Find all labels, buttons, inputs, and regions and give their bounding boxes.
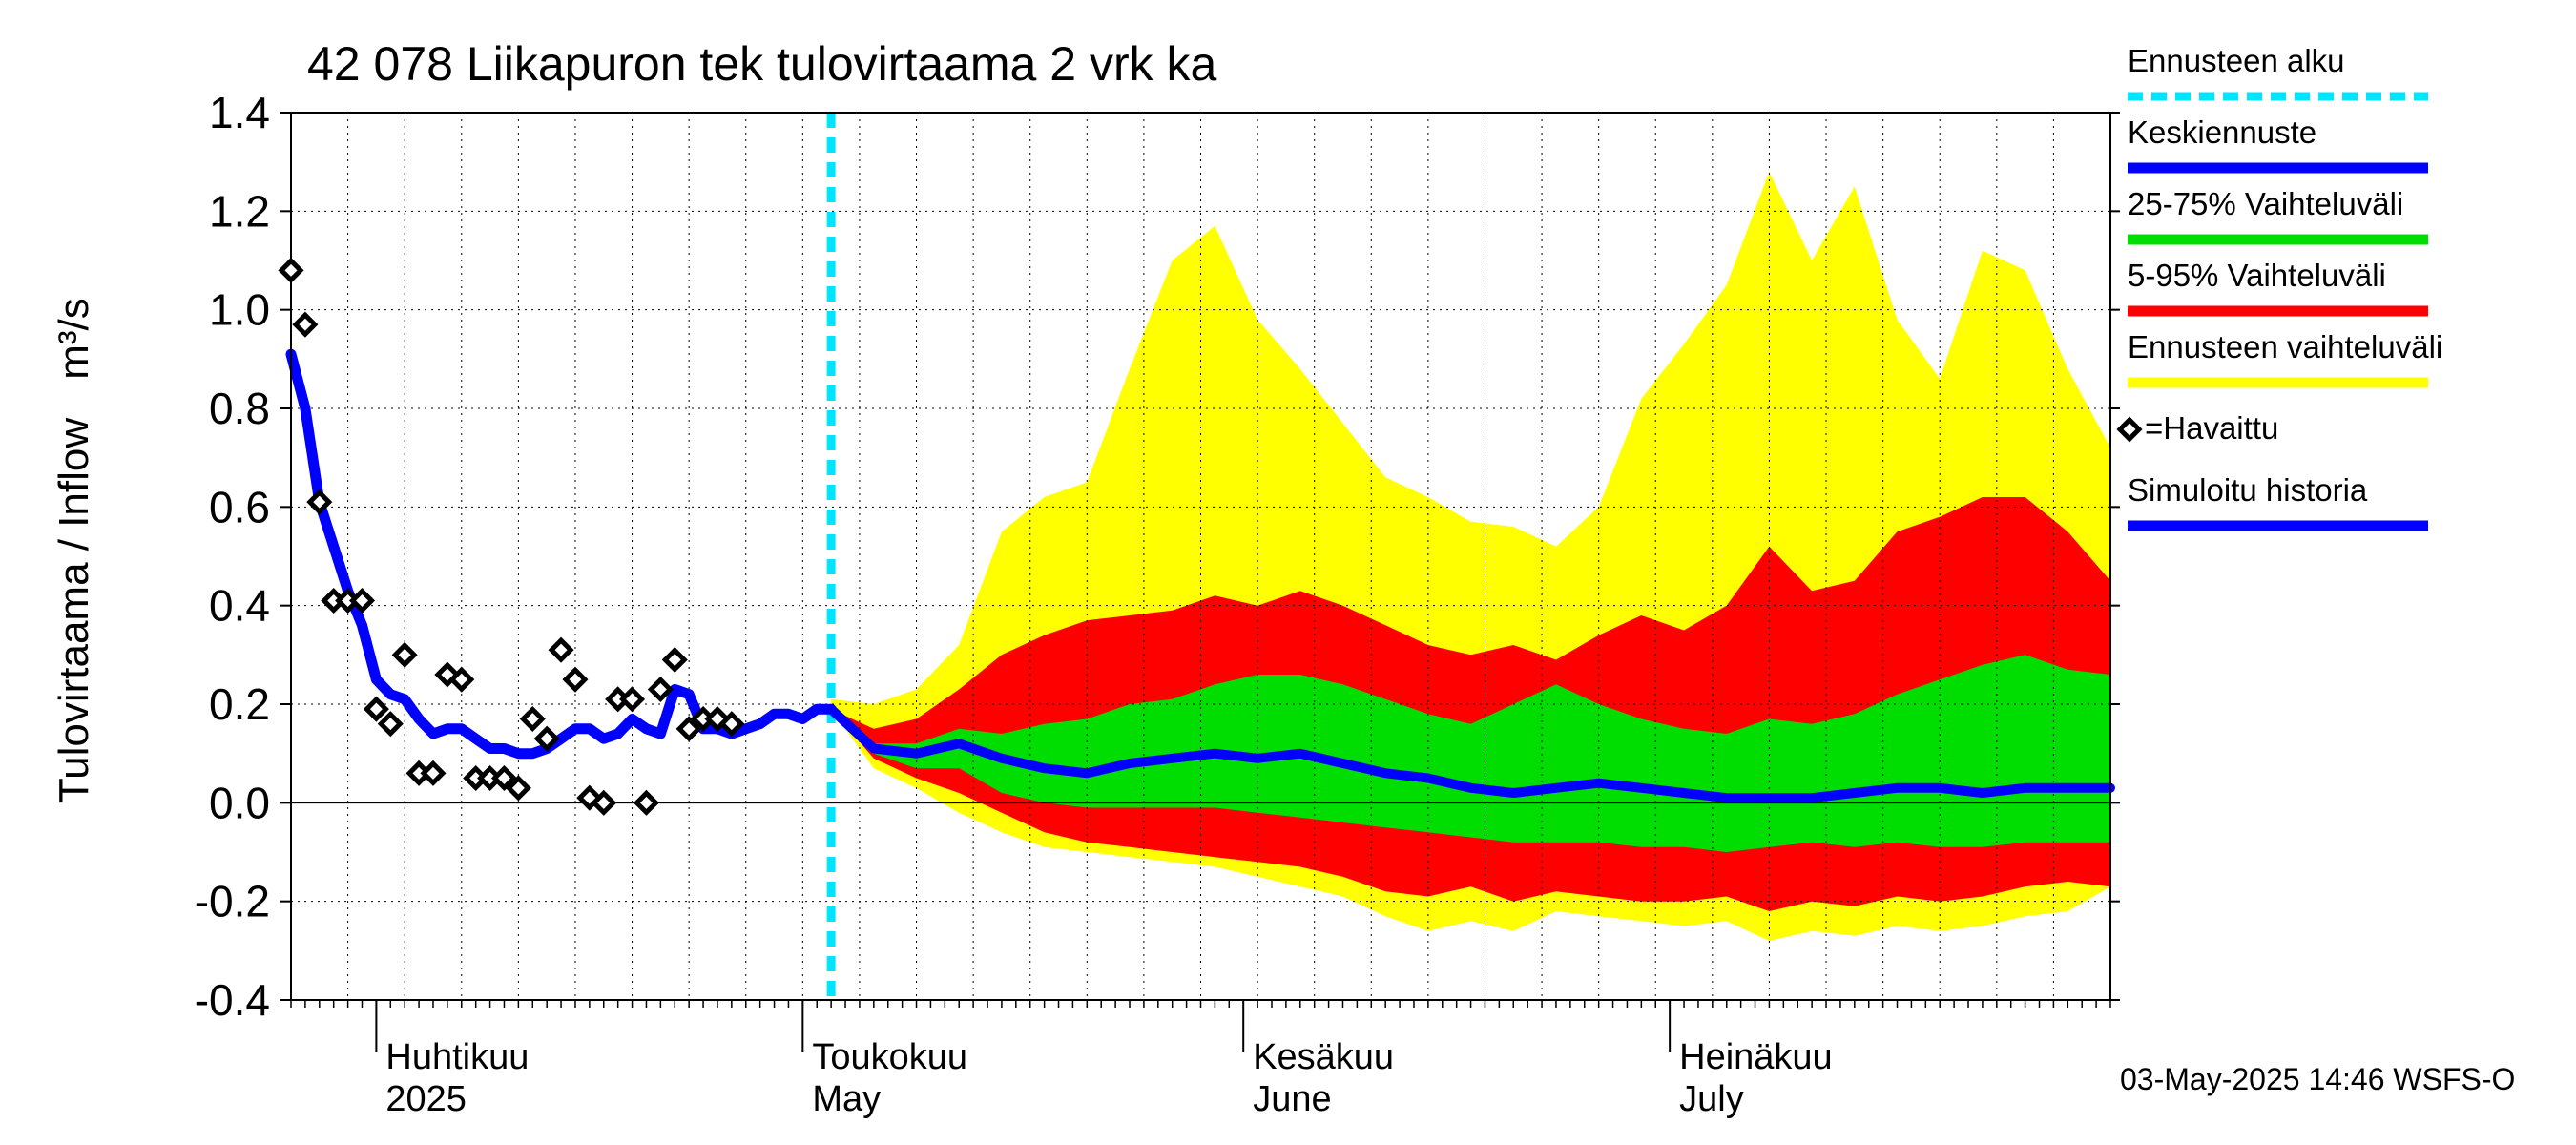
observed-point	[363, 696, 389, 722]
chart-title: 42 078 Liikapuron tek tulovirtaama 2 vrk…	[307, 37, 1216, 91]
observed-point	[519, 705, 546, 733]
y-tick-label: 1.4	[209, 88, 270, 137]
observed-point	[420, 760, 447, 786]
observed-point	[718, 711, 745, 738]
legend-label: Ennusteen vaihteluväli	[2128, 329, 2442, 364]
observed-point	[647, 676, 674, 703]
legend-label: Simuloitu historia	[2128, 472, 2368, 508]
month-label-en: July	[1679, 1079, 1744, 1119]
y-tick-label: -0.2	[195, 877, 270, 926]
y-tick-label: 0.4	[209, 581, 270, 631]
observed-point	[448, 666, 475, 693]
legend-label: Keskiennuste	[2128, 114, 2316, 150]
forecast-bands	[831, 172, 2110, 941]
legend-marker-observed	[2116, 416, 2143, 443]
observed-point	[533, 725, 560, 752]
observed-point	[619, 686, 646, 713]
axis-labels: -0.4 -0.2 0.0 0.2 0.4 0.6 0.8 1.0 1.2 1.4 Huhtikuu…	[51, 88, 1833, 1119]
series-lines	[285, 113, 2115, 1000]
month-label-en: 2025	[385, 1079, 467, 1119]
month-label-fi: Kesäkuu	[1253, 1037, 1394, 1077]
median-forecast-line	[826, 704, 2115, 803]
observed-markers	[278, 257, 745, 816]
y-axis-label: Tulovirtaama / Inflow	[51, 418, 97, 804]
y-tick-label: 0.2	[209, 679, 270, 729]
y-tick-label: 1.0	[209, 285, 270, 335]
month-label-en: May	[812, 1079, 881, 1119]
observed-point	[591, 789, 617, 816]
month-label-fi: Huhtikuu	[385, 1037, 529, 1077]
observed-point	[633, 789, 659, 816]
legend-label: 25-75% Vaihteluväli	[2128, 186, 2403, 221]
timestamp-footer: 03-May-2025 14:46 WSFS-O	[2120, 1062, 2515, 1096]
observed-point	[562, 666, 589, 693]
observed-point	[306, 489, 333, 515]
observed-point	[548, 636, 574, 663]
y-tick-label: 0.0	[209, 778, 270, 827]
legend: Ennusteen alku Keskiennuste 25-75% Vaihtel…	[2116, 43, 2442, 531]
y-tick-label: -0.4	[195, 975, 270, 1025]
observed-point	[661, 646, 688, 674]
y-axis-unit: m³/s	[51, 298, 97, 380]
y-tick-label: 0.8	[209, 384, 270, 433]
legend-label: Ennusteen alku	[2128, 43, 2345, 78]
observed-point	[377, 711, 404, 738]
observed-point	[348, 587, 376, 614]
month-label-fi: Toukokuu	[812, 1037, 967, 1077]
observed-point	[505, 775, 531, 802]
legend-label: 5-95% Vaihteluväli	[2128, 258, 2386, 293]
month-label-fi: Heinäkuu	[1679, 1037, 1833, 1077]
observed-point	[391, 641, 418, 668]
observed-point	[675, 716, 702, 742]
simulated-history-line	[285, 348, 837, 760]
legend-label: =Havaittu	[2145, 410, 2278, 446]
observed-point	[490, 764, 518, 792]
observed-point	[278, 257, 304, 283]
observed-point	[292, 311, 319, 338]
grid-lines	[291, 112, 2110, 1001]
month-label-en: June	[1253, 1079, 1331, 1119]
y-tick-label: 0.6	[209, 482, 270, 531]
y-tick-label: 1.2	[209, 186, 270, 236]
axes	[280, 112, 2120, 1052]
